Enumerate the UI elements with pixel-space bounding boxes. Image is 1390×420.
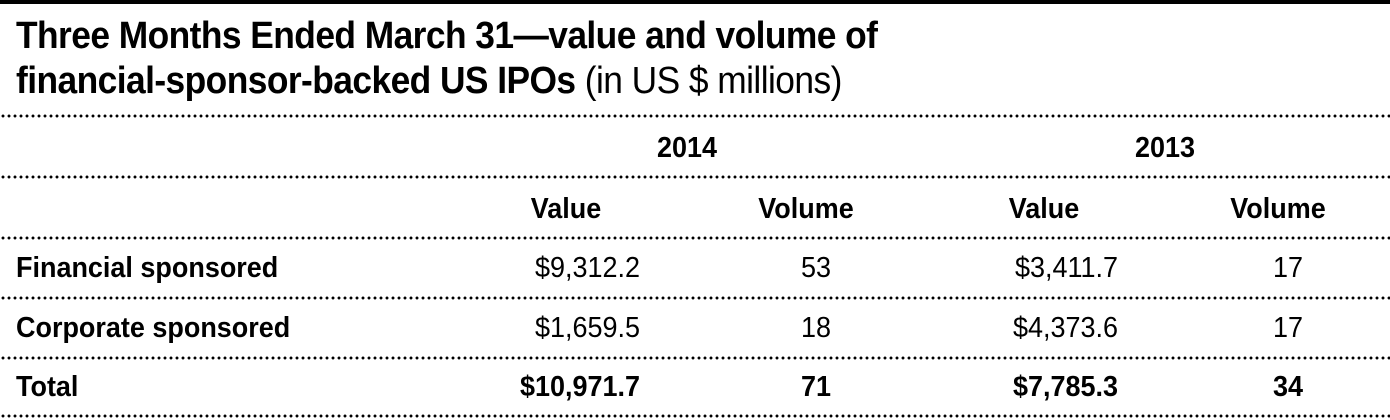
volume-2014: 18 <box>800 312 831 344</box>
volume-2013: 17 <box>1272 252 1303 284</box>
dotted-divider <box>0 175 1390 179</box>
title-line-2-main: financial-sponsor-backed US IPOs <box>16 60 576 102</box>
column-header-value-2013: Value <box>1008 193 1080 225</box>
volume-2013: 17 <box>1272 312 1303 344</box>
volume-2014: 71 <box>800 371 831 403</box>
year-header-2014: 2014 <box>656 132 717 164</box>
volume-2014: 53 <box>800 252 831 284</box>
dotted-divider <box>0 356 1390 360</box>
column-header-value-2014: Value <box>530 193 602 225</box>
table-title: Three Months Ended March 31—value and vo… <box>16 14 1281 104</box>
dotted-divider <box>0 296 1390 300</box>
title-line-1: Three Months Ended March 31—value and vo… <box>16 15 878 57</box>
value-2013: $7,785.3 <box>1013 371 1118 403</box>
value-2014: $9,312.2 <box>535 252 640 284</box>
top-rule <box>0 0 1390 4</box>
value-2014: $1,659.5 <box>535 312 640 344</box>
column-header-volume-2013: Volume <box>1230 193 1326 225</box>
year-header-2013: 2013 <box>1134 132 1195 164</box>
value-2013: $4,373.6 <box>1013 312 1118 344</box>
dotted-divider <box>0 114 1390 118</box>
row-label: Corporate sponsored <box>16 312 291 344</box>
title-unit: (in US $ millions) <box>575 60 843 102</box>
dotted-divider <box>0 236 1390 240</box>
title-line-2: financial-sponsor-backed US IPOs (in US … <box>16 59 1281 104</box>
volume-2013: 34 <box>1272 371 1303 403</box>
value-2014: $10,971.7 <box>520 371 640 403</box>
dotted-divider <box>0 414 1390 418</box>
column-header-volume-2014: Volume <box>758 193 854 225</box>
value-2013: $3,411.7 <box>1015 252 1118 284</box>
row-label: Financial sponsored <box>16 252 279 284</box>
row-label: Total <box>16 371 79 403</box>
